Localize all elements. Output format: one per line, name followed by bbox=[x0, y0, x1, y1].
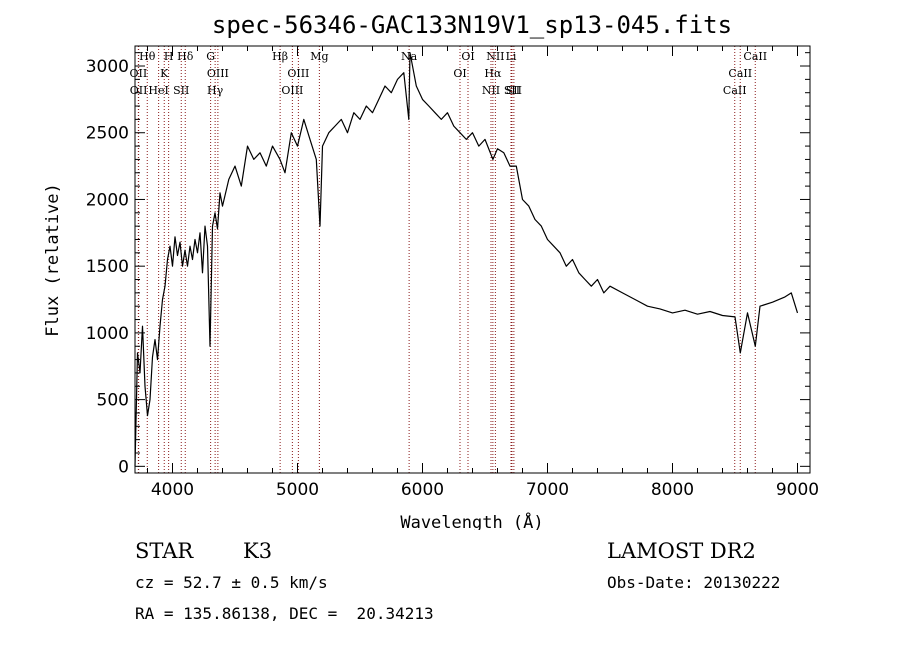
object-subclass: K3 bbox=[243, 539, 273, 563]
line-marker-label-26: CaII bbox=[723, 84, 747, 97]
chart-title: spec-56346-GAC133N19V1_sp13-045.fits bbox=[212, 11, 732, 39]
x-tick-label: 5000 bbox=[276, 480, 319, 500]
line-marker-label-12: OIII bbox=[287, 67, 309, 80]
line-marker-label-2: OII bbox=[130, 84, 148, 97]
plot-frame bbox=[134, 45, 811, 474]
x-tick-label: 4000 bbox=[151, 480, 194, 500]
axis-ticks: 4000 5000 6000 7000 8000 9000 0 500 1000 1500 2000… bbox=[86, 46, 819, 500]
line-marker-label-0: Hθ bbox=[139, 50, 156, 63]
spectrum-line bbox=[134, 52, 799, 467]
y-tick-label: 3000 bbox=[86, 57, 129, 77]
y-tick-label: 0 bbox=[118, 457, 129, 477]
obs-date: Obs-Date: 20130222 bbox=[607, 573, 781, 592]
line-marker-label-23: Li bbox=[506, 50, 517, 63]
y-tick-label: 1500 bbox=[86, 257, 129, 277]
line-marker-label-3: H bbox=[164, 50, 174, 63]
line-marker-label-11: Hβ bbox=[272, 50, 288, 63]
line-marker-label-14: Mg bbox=[310, 50, 328, 63]
x-tick-label: 6000 bbox=[401, 480, 444, 500]
line-marker-label-7: SII bbox=[173, 84, 189, 97]
line-marker-label-24: CaII bbox=[743, 50, 767, 63]
line-marker-label-16: OI bbox=[461, 50, 474, 63]
y-tick-label: 2500 bbox=[86, 124, 129, 144]
x-axis-label: Wavelength (Å) bbox=[400, 511, 543, 530]
line-marker-label-19: Hα bbox=[484, 67, 502, 80]
x-tick-label: 7000 bbox=[526, 480, 569, 500]
y-tick-label: 1000 bbox=[86, 324, 129, 344]
line-marker-label-6: Hδ bbox=[177, 50, 194, 63]
line-marker-label-4: K bbox=[160, 67, 169, 80]
line-marker-label-8: G bbox=[206, 50, 215, 63]
line-marker-label-10: Hγ bbox=[207, 84, 224, 97]
line-marker-label-21: SII bbox=[506, 84, 522, 97]
line-marker-label-18: NII bbox=[486, 50, 504, 63]
redshift-readout: cz = 52.7 ± 0.5 km/s bbox=[135, 573, 328, 592]
line-marker-label-20: NII bbox=[482, 84, 500, 97]
y-tick-label: 500 bbox=[97, 391, 129, 411]
x-tick-label: 8000 bbox=[651, 480, 694, 500]
line-marker-label-9: OIII bbox=[207, 67, 229, 80]
coordinates: RA = 135.86138, DEC = 20.34213 bbox=[135, 604, 434, 623]
x-tick-label: 9000 bbox=[776, 480, 819, 500]
line-marker-label-13: OIII bbox=[281, 84, 303, 97]
line-marker-label-5: HeI bbox=[148, 84, 168, 97]
survey-name: LAMOST DR2 bbox=[607, 539, 756, 563]
y-tick-label: 2000 bbox=[86, 190, 129, 210]
y-axis-label: Flux (relative) bbox=[43, 183, 63, 337]
line-marker-label-22: SII bbox=[504, 84, 520, 97]
line-marker-label-25: CaII bbox=[728, 67, 752, 80]
line-marker-label-17: OI bbox=[453, 67, 466, 80]
spectrum-chart: spec-56346-GAC133N19V1_sp13-045.fits Hθ O… bbox=[43, 11, 819, 530]
object-class: STAR bbox=[135, 539, 194, 563]
